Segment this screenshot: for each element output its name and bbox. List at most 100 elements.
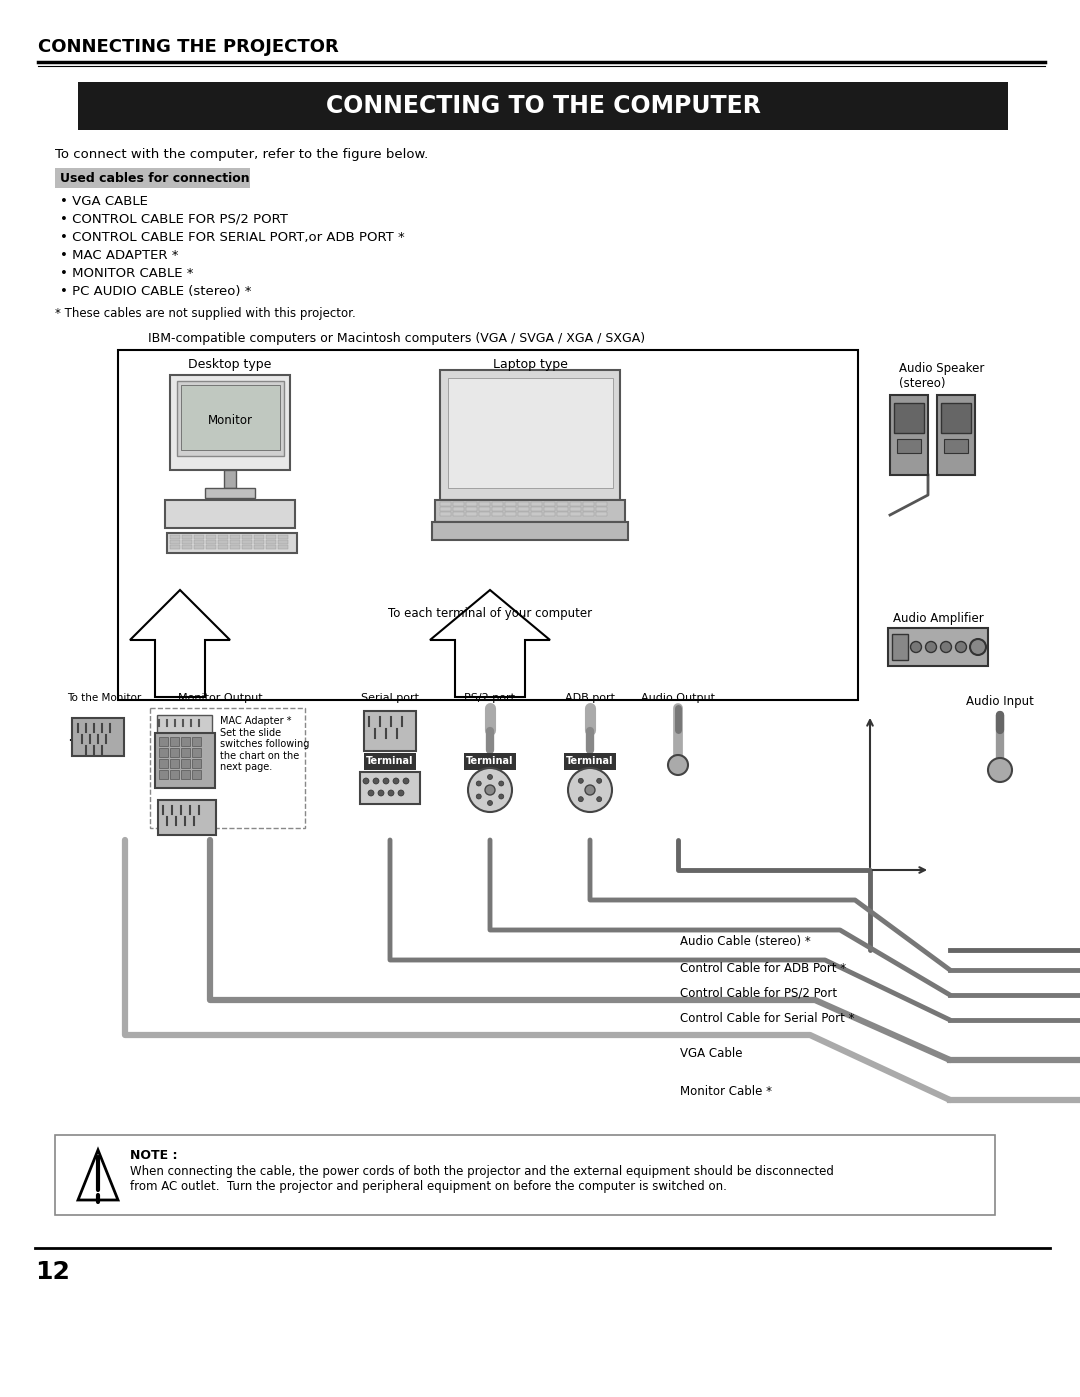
- Bar: [205, 488, 255, 497]
- Bar: [570, 502, 581, 506]
- Bar: [564, 753, 616, 770]
- Bar: [170, 738, 179, 746]
- Bar: [937, 395, 975, 475]
- Text: * These cables are not supplied with this projector.: * These cables are not supplied with thi…: [55, 307, 355, 320]
- Text: Audio Speaker
(stereo): Audio Speaker (stereo): [900, 362, 985, 390]
- Text: Terminal: Terminal: [467, 756, 514, 766]
- Text: Used cables for connection: Used cables for connection: [60, 172, 249, 184]
- Circle shape: [910, 641, 921, 652]
- Circle shape: [596, 796, 602, 802]
- Circle shape: [393, 778, 399, 784]
- Text: Audio Output: Audio Output: [642, 693, 715, 703]
- Bar: [170, 545, 180, 549]
- Bar: [181, 759, 190, 768]
- Bar: [159, 770, 168, 780]
- Circle shape: [476, 781, 482, 787]
- Text: ADB port: ADB port: [565, 693, 615, 703]
- Bar: [596, 507, 607, 511]
- Circle shape: [499, 781, 503, 787]
- Circle shape: [383, 778, 389, 784]
- Bar: [531, 507, 542, 511]
- Bar: [278, 545, 288, 549]
- Text: Monitor Output: Monitor Output: [178, 693, 262, 703]
- Bar: [254, 541, 264, 543]
- Bar: [570, 507, 581, 511]
- Circle shape: [468, 768, 512, 812]
- Circle shape: [378, 789, 384, 796]
- Bar: [583, 511, 594, 515]
- Bar: [218, 545, 228, 549]
- Bar: [206, 545, 216, 549]
- Bar: [583, 502, 594, 506]
- Bar: [440, 507, 451, 511]
- Text: Audio Amplifier: Audio Amplifier: [893, 612, 984, 624]
- Circle shape: [585, 785, 595, 795]
- Circle shape: [388, 789, 394, 796]
- Text: VGA Cable: VGA Cable: [680, 1046, 743, 1060]
- Bar: [159, 738, 168, 746]
- Bar: [505, 507, 516, 511]
- Bar: [944, 439, 968, 453]
- Circle shape: [487, 800, 492, 806]
- Bar: [55, 168, 249, 189]
- Circle shape: [368, 789, 374, 796]
- Bar: [230, 541, 240, 543]
- Bar: [167, 534, 297, 553]
- Circle shape: [485, 785, 495, 795]
- Bar: [158, 800, 216, 835]
- Text: Control Cable for PS/2 Port: Control Cable for PS/2 Port: [680, 988, 837, 1000]
- Circle shape: [941, 641, 951, 652]
- Bar: [170, 541, 180, 543]
- Circle shape: [568, 768, 612, 812]
- Bar: [224, 469, 237, 488]
- Bar: [192, 738, 201, 746]
- Bar: [480, 502, 490, 506]
- Text: NOTE :: NOTE :: [130, 1148, 177, 1162]
- Text: To connect with the computer, refer to the figure below.: To connect with the computer, refer to t…: [55, 148, 429, 161]
- Bar: [890, 395, 928, 475]
- Circle shape: [578, 796, 583, 802]
- Bar: [453, 502, 464, 506]
- Bar: [194, 545, 204, 549]
- Circle shape: [399, 789, 404, 796]
- Text: CONNECTING THE PROJECTOR: CONNECTING THE PROJECTOR: [38, 38, 339, 56]
- Bar: [941, 402, 971, 433]
- Bar: [570, 511, 581, 515]
- Bar: [170, 747, 179, 757]
- Bar: [492, 507, 503, 511]
- Bar: [440, 511, 451, 515]
- Bar: [170, 535, 180, 539]
- Bar: [440, 502, 451, 506]
- Bar: [192, 747, 201, 757]
- Bar: [465, 511, 477, 515]
- Text: To each terminal of your computer: To each terminal of your computer: [388, 608, 592, 620]
- Circle shape: [578, 778, 583, 784]
- Bar: [181, 738, 190, 746]
- Bar: [55, 1134, 995, 1215]
- Bar: [156, 733, 215, 788]
- Bar: [518, 511, 529, 515]
- Bar: [266, 545, 276, 549]
- Bar: [230, 545, 240, 549]
- Polygon shape: [430, 590, 550, 697]
- Circle shape: [956, 641, 967, 652]
- Text: 12: 12: [35, 1260, 70, 1284]
- Bar: [888, 629, 988, 666]
- Text: Audio Cable (stereo) *: Audio Cable (stereo) *: [680, 935, 811, 949]
- Text: MAC Adapter *
Set the slide
switches following
the chart on the
next page.: MAC Adapter * Set the slide switches fol…: [220, 717, 309, 773]
- Bar: [181, 747, 190, 757]
- Bar: [183, 535, 192, 539]
- Text: When connecting the cable, the power cords of both the projector and the externa: When connecting the cable, the power cor…: [130, 1165, 834, 1193]
- Circle shape: [596, 778, 602, 784]
- Circle shape: [970, 638, 986, 655]
- Bar: [465, 502, 477, 506]
- Bar: [183, 545, 192, 549]
- Circle shape: [476, 793, 482, 799]
- Bar: [453, 507, 464, 511]
- Polygon shape: [78, 1150, 118, 1200]
- Text: • VGA CABLE: • VGA CABLE: [60, 196, 148, 208]
- Bar: [435, 500, 625, 522]
- Bar: [531, 502, 542, 506]
- Text: • CONTROL CABLE FOR SERIAL PORT,or ADB PORT *: • CONTROL CABLE FOR SERIAL PORT,or ADB P…: [60, 231, 405, 244]
- Bar: [544, 507, 555, 511]
